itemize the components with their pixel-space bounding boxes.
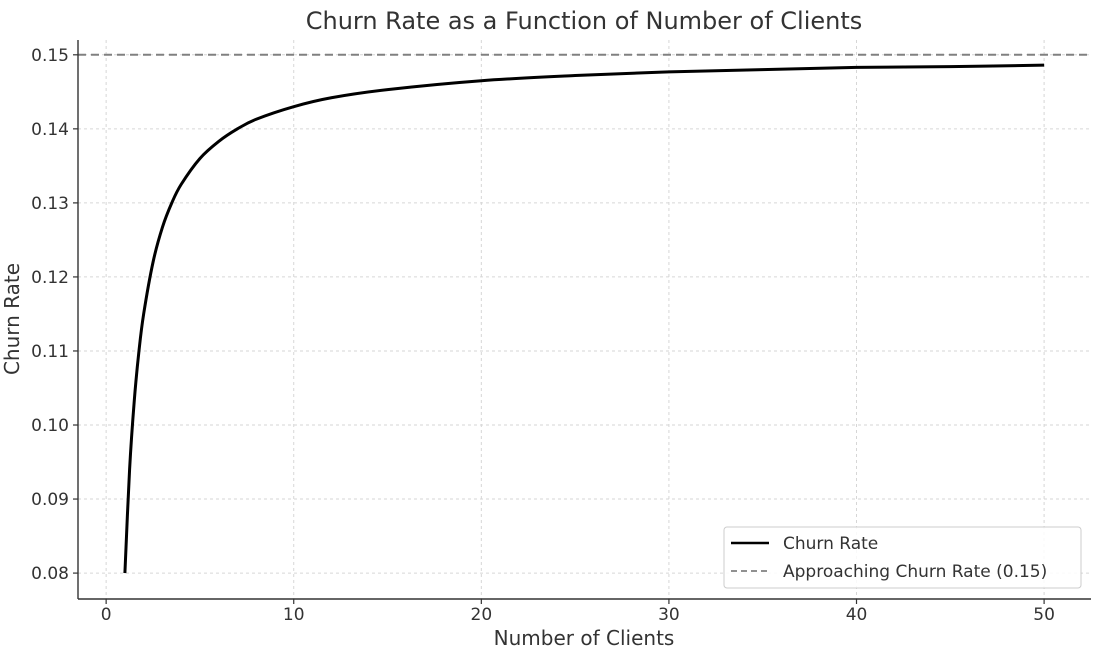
y-axis-ticks: 0.08 0.09 0.10 0.11 0.12 0.13 0.14 0.15 [31,46,78,584]
chart-title: Churn Rate as a Function of Number of Cl… [306,7,863,35]
y-tick-label: 0.10 [31,416,69,436]
legend-label-churn-rate: Churn Rate [783,534,878,554]
x-tick-label: 0 [101,605,112,625]
y-tick-label: 0.13 [31,194,69,214]
y-tick-label: 0.08 [31,564,69,584]
legend-label-approaching-churn-rate: Approaching Churn Rate (0.15) [783,562,1047,582]
x-tick-label: 20 [471,605,493,625]
legend: Churn Rate Approaching Churn Rate (0.15) [723,526,1082,589]
x-tick-label: 30 [658,605,680,625]
x-axis-ticks: 0 10 20 30 40 50 [101,599,1055,625]
y-tick-label: 0.15 [31,46,69,66]
series-group [123,63,1045,574]
x-tick-label: 10 [283,605,305,625]
legend-box [723,526,1082,589]
y-tick-label: 0.12 [31,268,69,288]
y-tick-label: 0.11 [31,342,69,362]
y-tick-label: 0.09 [31,490,69,510]
y-axis-label: Churn Rate [0,263,24,375]
series-line-churn-rate [123,63,1045,574]
x-tick-label: 40 [846,605,868,625]
grid-lines [78,40,1091,599]
x-tick-label: 50 [1033,605,1055,625]
y-tick-label: 0.14 [31,120,69,140]
x-axis-label: Number of Clients [494,626,675,650]
